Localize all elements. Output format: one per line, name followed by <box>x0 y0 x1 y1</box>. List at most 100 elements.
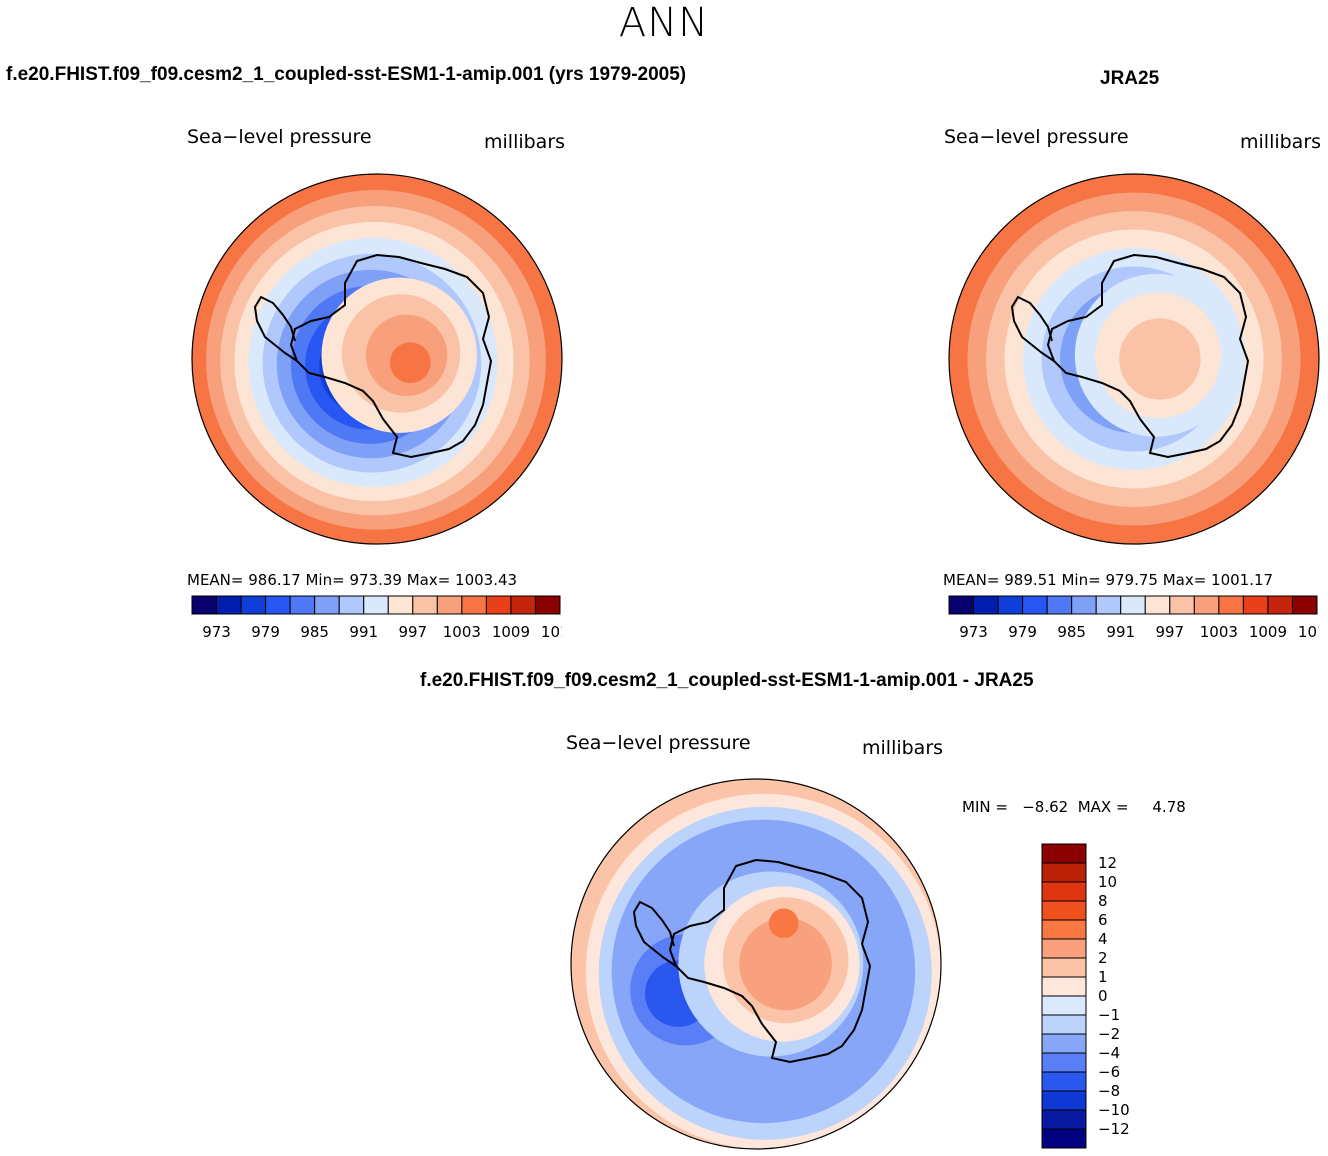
panel3-colorbar-swatch-8 <box>1041 995 1087 1016</box>
panel1-polar-map <box>191 173 563 545</box>
panel2-contour-band-11 <box>1119 318 1201 400</box>
panel2-colorbar-tick-label-5: 1003 <box>1200 623 1238 641</box>
panel3-colorbar-tick-label-10: −4 <box>1098 1044 1120 1062</box>
panel3-colorbar-swatch-14 <box>1041 1109 1087 1130</box>
panel3-colorbar-swatch-7 <box>1041 976 1087 997</box>
panel1-colorbar-swatch-4 <box>289 595 316 615</box>
panel3-colorbar-swatch-2 <box>1041 881 1087 902</box>
panel1-colorbar-tick-label-6: 1009 <box>492 623 530 641</box>
panel3-colorbar-swatch-10 <box>1041 1033 1087 1054</box>
panel2-polar-map <box>948 173 1320 545</box>
panel3-colorbar-swatch-4 <box>1041 919 1087 940</box>
panel1-colorbar-tick-label-3: 991 <box>349 623 378 641</box>
panel3-colorbar-swatch-0 <box>1041 843 1087 864</box>
panel3-colorbar-tick-label-12: −8 <box>1098 1082 1120 1100</box>
panel2-colorbar-tick-label-2: 985 <box>1057 623 1086 641</box>
panel3-colorbar-tick-label-14: −12 <box>1098 1120 1130 1138</box>
panel1-colorbar-tick-label-4: 997 <box>398 623 427 641</box>
panel2-colorbar-swatch-13 <box>1267 595 1293 615</box>
panel3-colorbar-swatch-5 <box>1041 938 1087 959</box>
panel2-colorbar-swatch-14 <box>1291 595 1318 615</box>
panel2-colorbar-swatch-10 <box>1193 595 1220 615</box>
panel1-contour-band-14 <box>389 342 431 384</box>
panel3-colorbar-swatch-1 <box>1041 862 1087 883</box>
panel2-case-title: JRA25 <box>1100 68 1160 89</box>
panel1-colorbar-swatch-10 <box>436 595 463 615</box>
panel3-colorbar-tick-label-8: −1 <box>1098 1006 1120 1024</box>
panel1-colorbar-tick-label-0: 973 <box>202 623 231 641</box>
panel1-colorbar-swatch-3 <box>265 595 291 615</box>
panel1-peninsula-coastline <box>253 295 298 362</box>
panel2-colorbar-swatch-3 <box>1022 595 1048 615</box>
panel2-colorbar-swatch-2 <box>997 595 1024 615</box>
panel3-colorbar-swatch-15 <box>1041 1128 1087 1149</box>
panel2-colorbar-tick-label-3: 991 <box>1106 623 1135 641</box>
panel3-map-boundary <box>570 778 942 1150</box>
panel3-colorbar-swatch-6 <box>1041 957 1087 978</box>
panel3-colorbar-tick-label-5: 2 <box>1098 949 1108 967</box>
panel3-colorbar-tick-label-9: −2 <box>1098 1025 1120 1043</box>
panel1-colorbar-swatch-1 <box>216 595 242 615</box>
diff-title: f.e20.FHIST.f09_f09.cesm2_1_coupled-sst-… <box>420 670 1034 691</box>
panel2-colorbar-swatch-0 <box>948 595 975 615</box>
panel3-variable-label: Sea−level pressure <box>566 732 751 754</box>
panel2-colorbar-swatch-4 <box>1046 595 1073 615</box>
panel3-colorbar-tick-label-2: 8 <box>1098 892 1108 910</box>
panel2-colorbar-swatch-12 <box>1242 595 1269 615</box>
panel2-colorbar-swatch-6 <box>1095 595 1122 615</box>
panel2-colorbar-swatch-1 <box>973 595 999 615</box>
panel2-colorbar-swatch-7 <box>1120 595 1146 615</box>
panel1-colorbar-swatch-0 <box>191 595 218 615</box>
panel3-polar-map <box>570 778 942 1150</box>
panel1-colorbar-swatch-11 <box>461 595 487 615</box>
panel1-colorbar-tick-label-7: 1015 <box>541 623 562 641</box>
panel1-colorbar-tick-label-2: 985 <box>300 623 329 641</box>
panel3-colorbar-tick-label-4: 4 <box>1098 930 1108 948</box>
panel2-colorbar-swatch-9 <box>1169 595 1195 615</box>
panel1-colorbar-tick-label-5: 1003 <box>443 623 481 641</box>
panel1-map-boundary <box>191 173 563 545</box>
panel1-colorbar-swatch-9 <box>412 595 438 615</box>
panel2-colorbar-tick-label-1: 979 <box>1008 623 1037 641</box>
panel1-colorbar-swatch-5 <box>314 595 340 615</box>
panel2-colorbar-tick-label-7: 1015 <box>1298 623 1319 641</box>
panel2-colorbar-tick-label-4: 997 <box>1155 623 1184 641</box>
panel3-units-label: millibars <box>862 737 944 759</box>
panel2-colorbar-swatch-8 <box>1144 595 1171 615</box>
panel1-colorbar-swatch-14 <box>534 595 561 615</box>
panel3-colorbar-tick-label-1: 10 <box>1098 873 1117 891</box>
panel2-peninsula-coastline <box>1010 295 1055 362</box>
panel3-colorbar-swatch-9 <box>1041 1014 1087 1035</box>
panel3-contour-band-9 <box>739 917 832 1011</box>
panel3-colorbar-swatch-12 <box>1041 1071 1087 1092</box>
panel3-colorbar-swatch-13 <box>1041 1090 1087 1111</box>
panel1-colorbar-swatch-6 <box>338 595 365 615</box>
panel2-units-label: millibars <box>1240 131 1322 153</box>
panel3-colorbar-swatch-11 <box>1041 1052 1087 1073</box>
panel3-colorbar-tick-label-7: 0 <box>1098 987 1108 1005</box>
panel3-contour-band-10 <box>768 908 799 939</box>
panel1-colorbar-swatch-2 <box>240 595 267 615</box>
panel3-peninsula-coastline <box>632 900 677 967</box>
panel1-case-title: f.e20.FHIST.f09_f09.cesm2_1_coupled-sst-… <box>6 64 687 85</box>
panel2-variable-label: Sea−level pressure <box>944 126 1129 148</box>
panel1-units-label: millibars <box>484 131 566 153</box>
panel1-colorbar-tick-label-1: 979 <box>251 623 280 641</box>
panel3-colorbar-tick-label-0: 12 <box>1098 854 1117 872</box>
panel3-minmax: MIN = −8.62 MAX = 4.78 <box>962 798 1186 816</box>
panel1-stats: MEAN= 986.17 Min= 973.39 Max= 1003.43 <box>187 571 518 589</box>
panel2-colorbar-tick-label-0: 973 <box>959 623 988 641</box>
panel3-colorbar-swatch-3 <box>1041 900 1087 921</box>
panel1-colorbar-swatch-12 <box>485 595 512 615</box>
panel3-colorbar-tick-label-3: 6 <box>1098 911 1108 929</box>
panel2-stats: MEAN= 989.51 Min= 979.75 Max= 1001.17 <box>943 571 1274 589</box>
panel1-variable-label: Sea−level pressure <box>187 126 372 148</box>
panel2-map-boundary <box>948 173 1320 545</box>
panel2-colorbar-swatch-5 <box>1071 595 1097 615</box>
panel2-colorbar-tick-label-6: 1009 <box>1249 623 1287 641</box>
panel1-colorbar-swatch-13 <box>510 595 536 615</box>
panel2-colorbar-swatch-11 <box>1218 595 1244 615</box>
panel1-colorbar-swatch-7 <box>363 595 389 615</box>
panel3-colorbar-tick-label-11: −6 <box>1098 1063 1120 1081</box>
